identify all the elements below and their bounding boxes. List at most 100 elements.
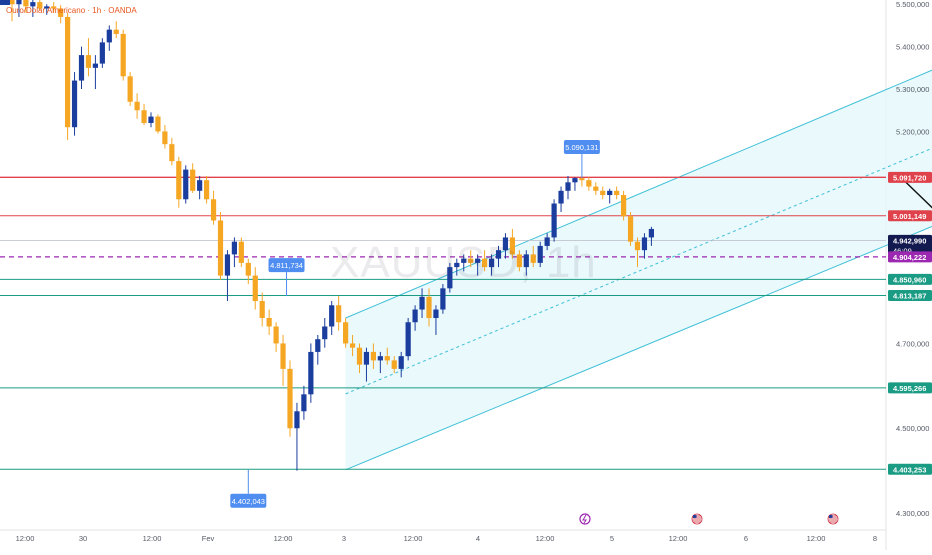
candle-bear[interactable] bbox=[349, 343, 356, 348]
us-flag-event-icon[interactable] bbox=[691, 513, 703, 525]
candle-bull[interactable] bbox=[231, 241, 237, 255]
candle-bull[interactable] bbox=[551, 203, 557, 238]
level-support-tag[interactable] bbox=[888, 289, 932, 301]
candle-bear[interactable] bbox=[58, 8, 64, 17]
candle-bear[interactable] bbox=[516, 254, 522, 268]
candle-bull[interactable] bbox=[405, 322, 411, 357]
candle-bear[interactable] bbox=[204, 180, 210, 200]
candle-bear[interactable] bbox=[162, 131, 168, 145]
candle-bear[interactable] bbox=[586, 180, 592, 187]
candle-bull[interactable] bbox=[329, 305, 335, 327]
candle-bull[interactable] bbox=[454, 262, 460, 268]
candle-bear[interactable] bbox=[245, 262, 251, 276]
candle-bear[interactable] bbox=[384, 356, 390, 361]
candle-bull[interactable] bbox=[183, 169, 189, 200]
candle-bull[interactable] bbox=[447, 267, 453, 289]
candle-bull[interactable] bbox=[502, 237, 509, 251]
candle-bear[interactable] bbox=[120, 33, 126, 77]
candle-bear[interactable] bbox=[593, 186, 599, 191]
candle-bull[interactable] bbox=[537, 245, 543, 263]
candle-bear[interactable] bbox=[210, 199, 217, 221]
candle-bear[interactable] bbox=[37, 2, 43, 9]
candle-bear[interactable] bbox=[134, 101, 140, 111]
candle-bull[interactable] bbox=[224, 254, 231, 276]
candle-bear[interactable] bbox=[259, 301, 265, 318]
candle-bull[interactable] bbox=[106, 29, 112, 43]
level-resistance-tag[interactable] bbox=[888, 171, 932, 183]
candle-bear[interactable] bbox=[391, 360, 397, 369]
candle-bear[interactable] bbox=[169, 144, 175, 162]
candle-bear[interactable] bbox=[370, 351, 376, 361]
candle-bear[interactable] bbox=[468, 258, 474, 263]
candle-bull[interactable] bbox=[315, 339, 321, 352]
candle-bull[interactable] bbox=[92, 63, 98, 68]
candle-bear[interactable] bbox=[127, 76, 133, 102]
candle-bull[interactable] bbox=[523, 254, 529, 268]
candle-bear[interactable] bbox=[23, 0, 29, 7]
candle-bull[interactable] bbox=[301, 394, 307, 412]
dashed-level-tag[interactable] bbox=[888, 251, 932, 263]
candle-bear[interactable] bbox=[113, 29, 119, 34]
candle-bull[interactable] bbox=[322, 326, 328, 340]
candle-bear[interactable] bbox=[280, 343, 286, 369]
candle-bull[interactable] bbox=[16, 0, 22, 5]
candle-bear[interactable] bbox=[509, 237, 515, 255]
level-support-tag[interactable] bbox=[888, 463, 932, 475]
candle-bull[interactable] bbox=[433, 309, 439, 318]
us-flag-event-icon[interactable] bbox=[827, 513, 839, 525]
candle-bull[interactable] bbox=[412, 309, 418, 323]
candle-bull[interactable] bbox=[565, 182, 571, 191]
candle-bear[interactable] bbox=[426, 296, 432, 318]
candle-bear[interactable] bbox=[627, 216, 634, 242]
candle-bear[interactable] bbox=[65, 16, 71, 128]
candle-bear[interactable] bbox=[634, 241, 641, 251]
channel-middle-line[interactable] bbox=[345, 114, 932, 395]
callout-box[interactable] bbox=[230, 493, 267, 508]
candle-bull[interactable] bbox=[148, 116, 154, 123]
level-resistance-tag[interactable] bbox=[888, 210, 932, 222]
candle-bull[interactable] bbox=[488, 258, 495, 268]
candle-bull[interactable] bbox=[558, 190, 564, 204]
candle-bear[interactable] bbox=[217, 220, 224, 276]
level-support-tag[interactable] bbox=[888, 382, 932, 394]
callout-box[interactable] bbox=[563, 140, 600, 155]
candle-bull[interactable] bbox=[71, 80, 78, 128]
candle-bull[interactable] bbox=[294, 411, 300, 429]
candle-bear[interactable] bbox=[621, 195, 627, 217]
candle-bear[interactable] bbox=[273, 326, 279, 344]
candle-bear[interactable] bbox=[141, 110, 147, 123]
candle-bull[interactable] bbox=[641, 237, 648, 251]
candle-bear[interactable] bbox=[85, 55, 92, 68]
candle-bear[interactable] bbox=[579, 178, 585, 181]
candle-bull[interactable] bbox=[363, 351, 370, 365]
candle-bull[interactable] bbox=[440, 288, 446, 310]
candle-bull[interactable] bbox=[197, 180, 203, 191]
level-support-tag[interactable] bbox=[888, 273, 932, 285]
candle-bear[interactable] bbox=[600, 190, 606, 196]
candle-bull[interactable] bbox=[398, 356, 404, 369]
candle-bear[interactable] bbox=[9, 0, 15, 5]
candle-bear[interactable] bbox=[614, 190, 620, 196]
candle-bear[interactable] bbox=[530, 254, 536, 263]
candle-bear[interactable] bbox=[176, 161, 182, 200]
candle-bear[interactable] bbox=[155, 116, 161, 132]
candle-bull[interactable] bbox=[607, 190, 613, 196]
callout-box[interactable] bbox=[268, 258, 305, 273]
candle-bull[interactable] bbox=[99, 42, 105, 64]
candle-bull[interactable] bbox=[44, 6, 50, 9]
candle-bull[interactable] bbox=[572, 178, 578, 183]
lightning-event-icon[interactable] bbox=[579, 513, 591, 525]
candle-bear[interactable] bbox=[343, 322, 349, 344]
candle-bull[interactable] bbox=[308, 351, 314, 395]
candle-bull[interactable] bbox=[78, 55, 85, 81]
candle-bear[interactable] bbox=[356, 347, 363, 365]
candle-bear[interactable] bbox=[51, 6, 57, 9]
candle-bull[interactable] bbox=[419, 296, 425, 310]
candle-bull[interactable] bbox=[544, 237, 550, 246]
candle-bull[interactable] bbox=[377, 356, 383, 361]
candle-bear[interactable] bbox=[482, 258, 488, 268]
candle-bear[interactable] bbox=[266, 318, 272, 327]
candle-bull[interactable] bbox=[30, 2, 36, 7]
